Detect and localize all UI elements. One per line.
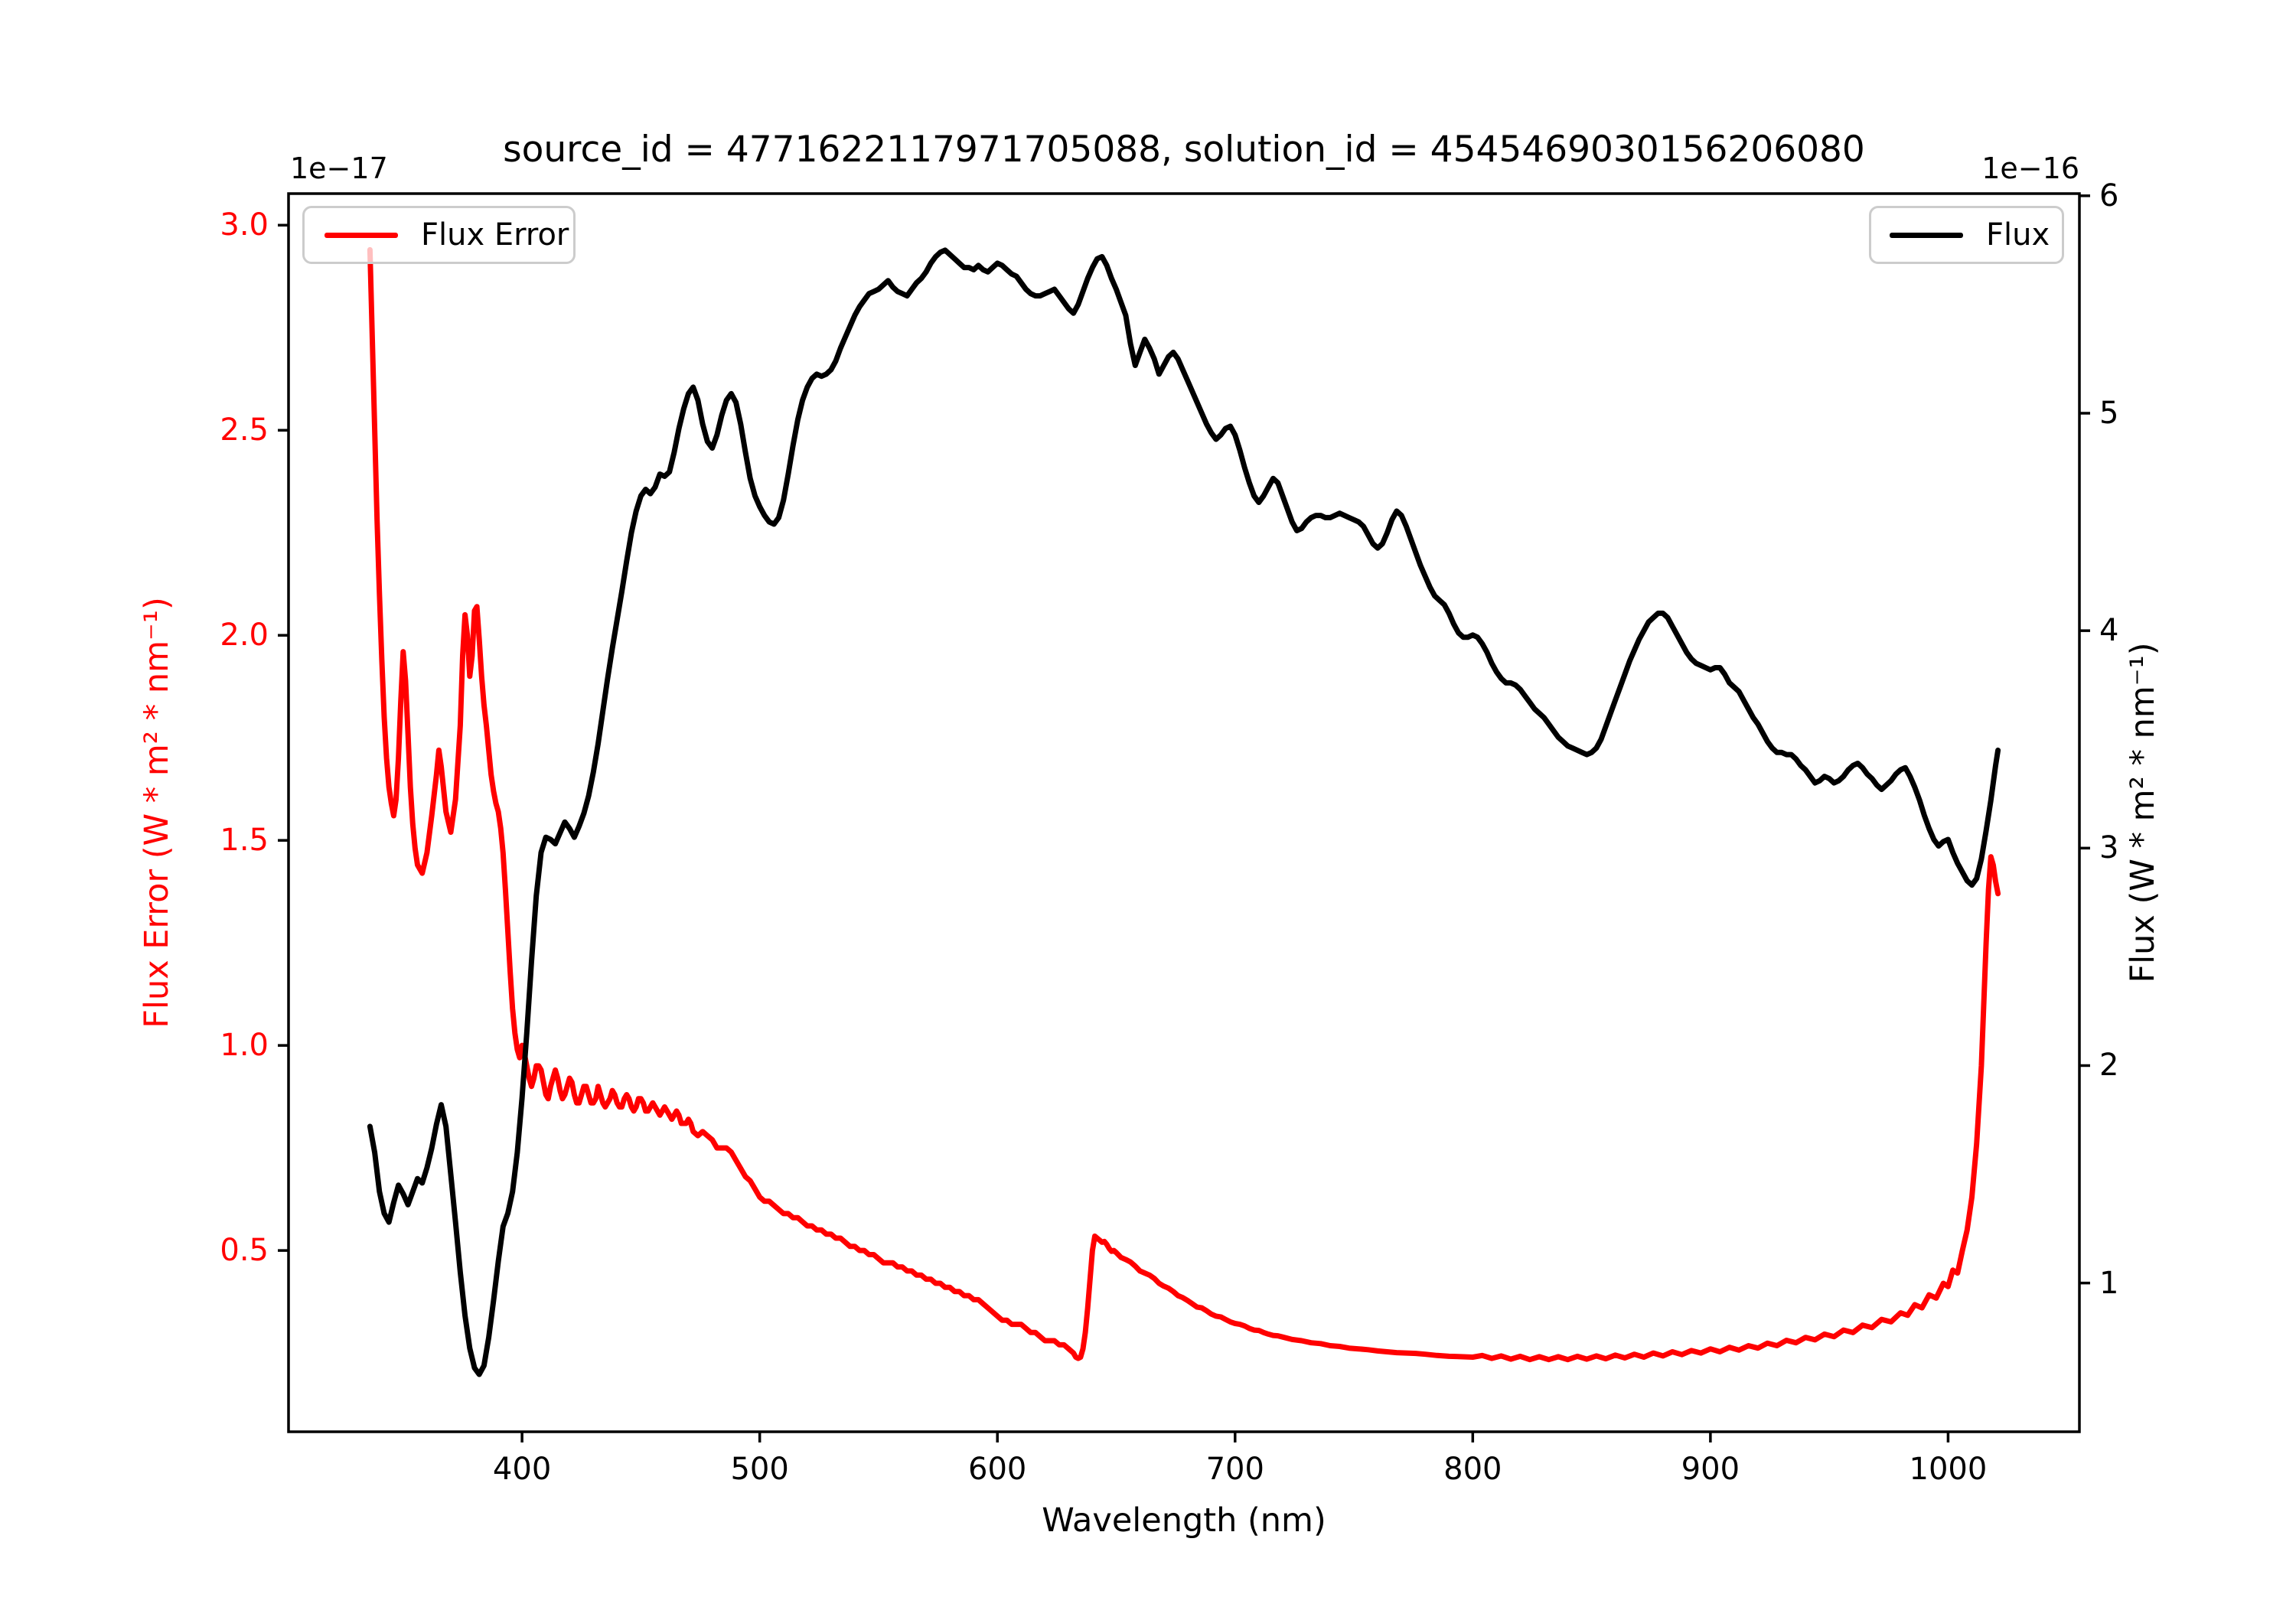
x-tick-label: 600 xyxy=(968,1452,1027,1487)
y-left-tick-label: 0.5 xyxy=(220,1233,269,1269)
axes-spines xyxy=(287,192,2081,1433)
y-right-tick-label: 4 xyxy=(2099,613,2119,649)
y-left-axis-label: Flux Error (W * m² * nm⁻¹) xyxy=(138,597,176,1028)
y-left-tick-label: 1.5 xyxy=(220,823,269,859)
y-left-tick-label: 1.0 xyxy=(220,1028,269,1064)
legend-flux-line-sample xyxy=(1890,232,1963,238)
x-tick-label: 500 xyxy=(730,1452,789,1487)
y-left-tick-label: 3.0 xyxy=(220,207,269,243)
y-right-axis-label: Flux (W * m² * nm⁻¹) xyxy=(2124,642,2162,983)
plot-title: source_id = 4771622117971705088, solutio… xyxy=(503,129,1865,171)
legend-flux-label: Flux xyxy=(1986,217,2050,253)
x-tick-label: 400 xyxy=(492,1452,552,1487)
y-right-tick-label: 5 xyxy=(2099,396,2119,431)
y-right-tick-label: 1 xyxy=(2099,1265,2119,1301)
legend-flux-error: Flux Error xyxy=(302,206,576,264)
x-tick-label: 1000 xyxy=(1909,1452,1988,1487)
y-right-tick-label: 6 xyxy=(2099,178,2119,214)
legend-flux-error-label: Flux Error xyxy=(421,217,569,253)
x-tick-label: 700 xyxy=(1205,1452,1264,1487)
y-left-tick-label: 2.5 xyxy=(220,412,269,448)
x-tick-label: 900 xyxy=(1681,1452,1740,1487)
legend-flux-error-line-sample xyxy=(325,232,398,238)
flux-error-curve xyxy=(367,246,2001,1363)
y-left-offset-text: 1e−17 xyxy=(290,152,388,185)
legend-flux: Flux xyxy=(1869,206,2064,264)
y-right-tick-label: 2 xyxy=(2099,1048,2119,1084)
x-tick-label: 800 xyxy=(1443,1452,1502,1487)
y-right-tick-label: 3 xyxy=(2099,830,2119,866)
x-axis-label: Wavelength (nm) xyxy=(1042,1501,1326,1540)
flux-curve xyxy=(367,247,2001,1377)
y-right-offset-text: 1e−16 xyxy=(1981,152,2079,185)
y-left-tick-label: 2.0 xyxy=(220,618,269,654)
